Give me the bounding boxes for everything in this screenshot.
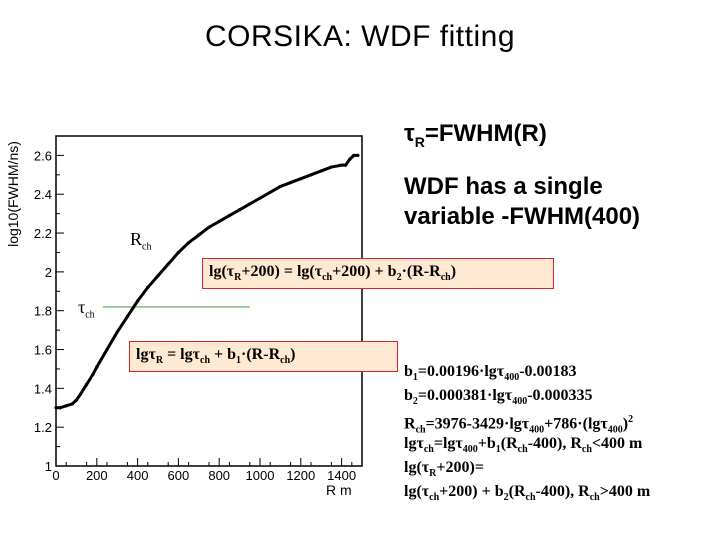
fwhm-data-point bbox=[309, 173, 313, 177]
x-tick-label: 1400 bbox=[327, 468, 356, 483]
fwhm-data-point bbox=[156, 274, 160, 278]
fwhm-data-point bbox=[95, 365, 99, 369]
fwhm-data-point bbox=[207, 225, 211, 229]
x-tick-label: 0 bbox=[52, 468, 59, 483]
x-axis-ticks: 0 200 400 600 800 1000 1200 1400 bbox=[52, 458, 356, 483]
fwhm-data-point bbox=[74, 398, 78, 402]
fwhm-data-point bbox=[146, 285, 150, 290]
fwhm-data-point bbox=[319, 169, 323, 173]
y-tick-label: 2.2 bbox=[34, 226, 52, 241]
x-tick-label: 1200 bbox=[286, 468, 315, 483]
tau-r-heading: τR=FWHM(R) bbox=[404, 120, 547, 150]
fwhm-series bbox=[54, 153, 360, 410]
formula-box-upper: lg(τR+200) = lg(τch+200) + b2·(R-Rch) bbox=[202, 258, 554, 289]
slide-title: CORSIKA: WDF fitting bbox=[204, 20, 516, 53]
fwhm-data-point bbox=[176, 250, 180, 255]
fwhm-data-point bbox=[258, 196, 262, 200]
fwhm-data-point bbox=[85, 382, 89, 387]
fwhm-data-point bbox=[344, 163, 348, 167]
fwhm-data-point bbox=[136, 299, 140, 303]
fwhm-data-point bbox=[217, 219, 221, 224]
fwhm-data-point bbox=[278, 184, 282, 189]
y-tick-label: 2 bbox=[45, 265, 52, 280]
equation-b1: b1=0.00196·lgτ400-0.00183 bbox=[404, 363, 577, 384]
fwhm-data-point bbox=[227, 213, 231, 218]
x-tick-label: 200 bbox=[86, 468, 108, 483]
x-tick-label: 800 bbox=[208, 468, 230, 483]
x-tick-label: 400 bbox=[127, 468, 149, 483]
fwhm-data-point bbox=[299, 177, 303, 181]
formula-box-lower: lgτR = lgτch + b1·(R-Rch) bbox=[129, 341, 398, 372]
y-tick-label: 1.6 bbox=[34, 343, 52, 358]
fwhm-data-point bbox=[187, 241, 191, 245]
y-tick-label: 1.4 bbox=[34, 381, 52, 396]
equation-rch: Rch=3976-3429·lgτ400+786·(lgτ400)2 bbox=[404, 414, 634, 436]
fwhm-data-point bbox=[268, 190, 272, 194]
fwhm-data-point bbox=[54, 406, 58, 410]
equation-lgtau-r-tail: lg(τch+200) + b2(Rch-400), Rch>400 m bbox=[404, 483, 651, 504]
fwhm-data-point bbox=[197, 233, 201, 237]
fwhm-data-point bbox=[78, 392, 83, 396]
y-axis-ticks: 1 1.2 1.4 1.6 1.8 2 2.2 2.4 2.6 bbox=[34, 148, 64, 474]
fwhm-data-point bbox=[238, 208, 242, 212]
x-axis-label: R m bbox=[326, 482, 352, 498]
fwhm-data-point bbox=[125, 314, 129, 319]
x-tick-label: 1000 bbox=[246, 468, 275, 483]
tau-ch-annotation: τch bbox=[78, 297, 95, 321]
y-tick-label: 2.4 bbox=[34, 187, 52, 202]
plot-frame bbox=[55, 135, 363, 467]
fwhm-data-point bbox=[348, 157, 352, 161]
y-axis-label: log10(FWHM/ns) bbox=[5, 141, 21, 247]
y-tick-label: 1.8 bbox=[34, 304, 52, 319]
fwhm-data-point bbox=[64, 404, 68, 408]
wdf-statement: WDF has a single variable -FWHM(400) bbox=[404, 173, 641, 230]
fwhm-data-point bbox=[166, 262, 170, 266]
fwhm-data-point bbox=[70, 402, 74, 406]
y-tick-label: 1 bbox=[45, 459, 52, 474]
equation-lgtau-ch: lgτch=lgτ400+b1(Rch-400), Rch<400 m bbox=[404, 435, 643, 456]
rch-annotation: Rch bbox=[130, 229, 152, 253]
fwhm-data-point bbox=[329, 165, 333, 169]
y-tick-label: 1.2 bbox=[34, 420, 52, 435]
fwhm-data-point bbox=[352, 153, 356, 158]
y-tick-label: 2.6 bbox=[34, 148, 52, 163]
x-tick-label: 600 bbox=[168, 468, 190, 483]
fwhm-data-point bbox=[58, 406, 62, 410]
fwhm-data-point bbox=[105, 347, 109, 352]
equation-lgtau-r-head: lg(τR+200)= bbox=[404, 459, 484, 480]
equation-b2: b2=0.000381·lgτ400-0.000335 bbox=[404, 387, 593, 408]
fwhm-data-point bbox=[248, 202, 252, 206]
fwhm-data-point bbox=[356, 153, 360, 158]
fwhm-data-point bbox=[289, 180, 293, 185]
fwhm-data-point bbox=[91, 373, 95, 377]
fwhm-data-point bbox=[340, 163, 344, 167]
fwhm-data-point bbox=[115, 330, 119, 334]
